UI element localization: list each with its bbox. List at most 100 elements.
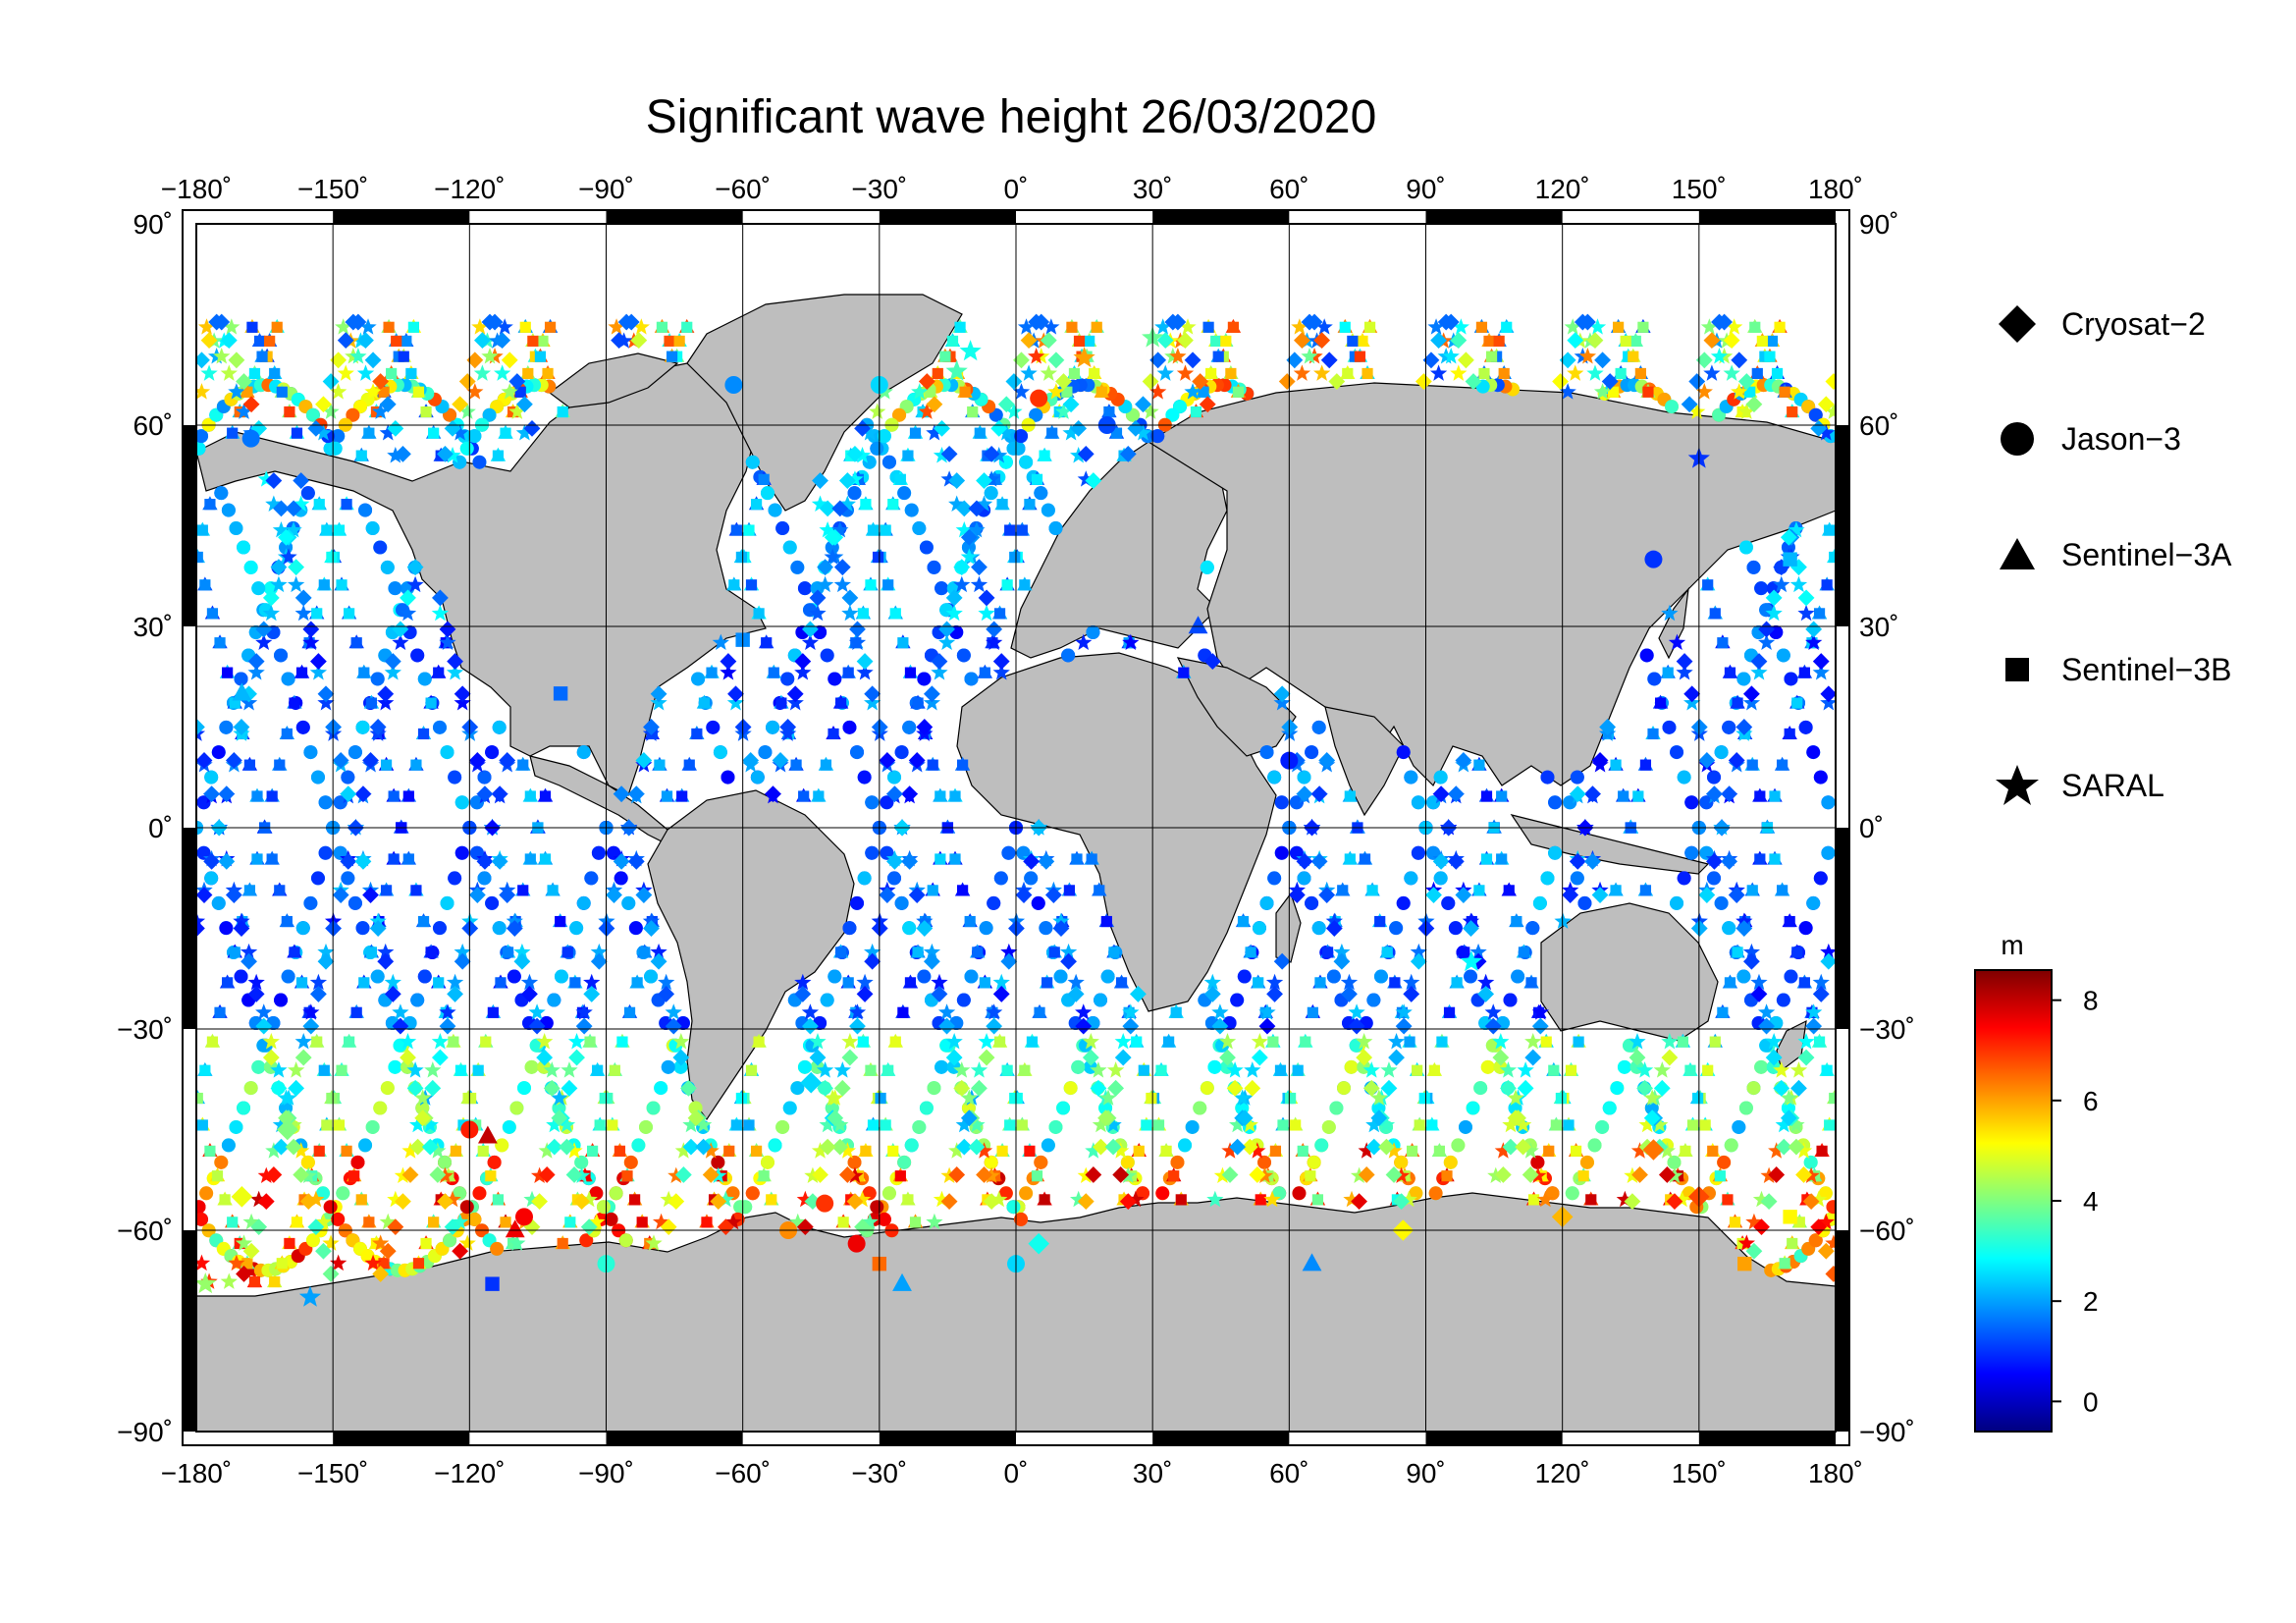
track-point bbox=[1305, 895, 1319, 910]
track-point bbox=[672, 1049, 690, 1066]
track-point bbox=[309, 664, 328, 680]
track-point bbox=[1564, 318, 1581, 335]
track-point bbox=[726, 693, 745, 711]
track-point bbox=[643, 920, 660, 937]
track-point bbox=[1670, 895, 1684, 910]
track-point bbox=[877, 429, 891, 444]
track-point bbox=[293, 1166, 310, 1183]
track-point bbox=[959, 386, 971, 398]
track-point bbox=[880, 524, 891, 536]
track-point bbox=[940, 470, 958, 487]
track-point bbox=[586, 1145, 599, 1157]
track-point bbox=[1425, 887, 1442, 903]
track-point bbox=[997, 396, 1015, 413]
track-point bbox=[723, 1145, 735, 1157]
track-point bbox=[1061, 386, 1073, 398]
track-point bbox=[291, 427, 303, 439]
track-point bbox=[1031, 895, 1045, 910]
track-point bbox=[931, 986, 948, 1002]
track-point bbox=[589, 1186, 604, 1201]
track-point bbox=[265, 472, 283, 489]
track-point bbox=[1579, 1155, 1594, 1169]
track-point bbox=[1441, 1170, 1453, 1182]
track-point bbox=[310, 986, 327, 1002]
track-point bbox=[1754, 581, 1769, 596]
data-point bbox=[241, 429, 260, 448]
track-point bbox=[833, 1079, 851, 1097]
track-point bbox=[1023, 852, 1041, 870]
track-point bbox=[440, 895, 454, 910]
track-point bbox=[480, 1036, 492, 1048]
track-point bbox=[992, 973, 1010, 991]
track-point bbox=[702, 1166, 720, 1183]
track-point bbox=[775, 521, 790, 536]
track-point bbox=[1750, 986, 1768, 1002]
track-point bbox=[406, 1079, 424, 1097]
track-point bbox=[1278, 373, 1296, 390]
track-point bbox=[513, 952, 531, 970]
track-point bbox=[1631, 1166, 1648, 1183]
track-point bbox=[420, 1237, 432, 1250]
track-point bbox=[819, 1115, 836, 1133]
track-point bbox=[278, 1109, 294, 1127]
track-point bbox=[289, 947, 300, 958]
track-point bbox=[996, 499, 1008, 511]
track-point bbox=[492, 450, 505, 461]
track-point bbox=[1737, 1234, 1755, 1251]
track-point bbox=[316, 1186, 331, 1201]
track-point bbox=[1365, 1138, 1383, 1156]
track-point bbox=[1292, 1186, 1307, 1201]
track-point bbox=[1348, 1003, 1365, 1020]
track-point bbox=[218, 785, 236, 803]
track-point bbox=[848, 1003, 867, 1020]
track-point bbox=[691, 728, 703, 740]
track-point bbox=[864, 952, 881, 970]
track-point bbox=[579, 1233, 594, 1248]
track-point bbox=[1756, 335, 1768, 348]
track-point bbox=[310, 653, 327, 670]
track-point bbox=[520, 973, 539, 991]
track-point bbox=[364, 383, 382, 400]
track-point bbox=[638, 1119, 653, 1134]
track-point bbox=[527, 335, 539, 348]
track-point bbox=[1385, 1142, 1403, 1159]
track-point bbox=[918, 373, 935, 390]
track-point bbox=[687, 1109, 705, 1127]
track-point bbox=[358, 667, 370, 678]
track-point bbox=[522, 367, 534, 380]
track-point bbox=[819, 500, 836, 517]
track-point bbox=[412, 386, 425, 398]
track-point bbox=[887, 499, 899, 511]
track-point bbox=[1695, 383, 1713, 400]
track-point bbox=[877, 1212, 891, 1226]
track-point bbox=[200, 364, 218, 381]
border-segment bbox=[333, 1432, 470, 1445]
track-point bbox=[1458, 352, 1474, 369]
track-point bbox=[501, 352, 518, 369]
track-point bbox=[1677, 770, 1691, 784]
track-point bbox=[1503, 885, 1515, 896]
track-point bbox=[904, 667, 917, 678]
track-point bbox=[801, 1003, 820, 1020]
track-point bbox=[860, 1145, 872, 1157]
track-point bbox=[1724, 1138, 1738, 1153]
track-point bbox=[1610, 759, 1622, 771]
track-point bbox=[344, 608, 355, 620]
track-point bbox=[1301, 348, 1318, 364]
track-point bbox=[1594, 352, 1611, 369]
track-point bbox=[1793, 1217, 1805, 1228]
track-point bbox=[519, 321, 531, 333]
track-point bbox=[380, 1081, 395, 1096]
lon-tick-label: 0˚ bbox=[1004, 174, 1029, 204]
track-point bbox=[1311, 921, 1326, 936]
track-point bbox=[1100, 969, 1115, 984]
track-point bbox=[590, 952, 608, 970]
track-point bbox=[380, 560, 395, 574]
track-point bbox=[1706, 852, 1723, 870]
track-point bbox=[1728, 752, 1745, 769]
track-point bbox=[1810, 419, 1828, 437]
track-point bbox=[857, 608, 869, 620]
track-point bbox=[1075, 633, 1093, 651]
track-point bbox=[568, 1049, 585, 1066]
track-point bbox=[576, 745, 591, 760]
